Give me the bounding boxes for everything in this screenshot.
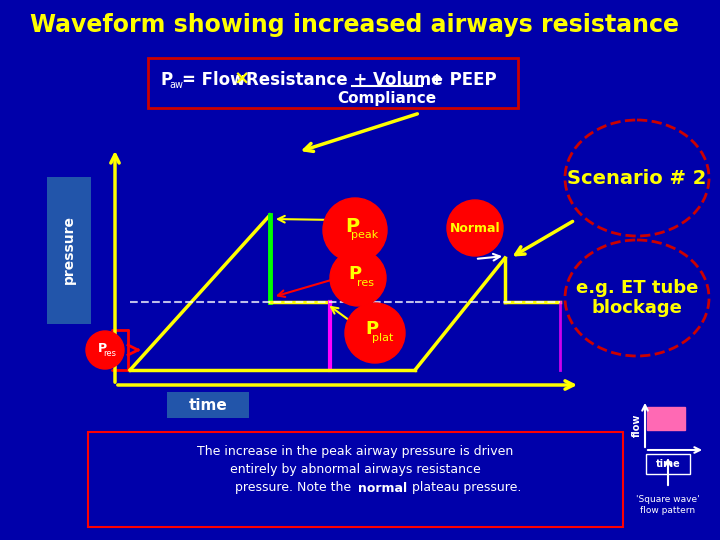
Text: P: P — [366, 320, 379, 338]
Circle shape — [345, 303, 405, 363]
Text: Normal: Normal — [450, 221, 500, 234]
Text: Waveform showing increased airways resistance: Waveform showing increased airways resis… — [30, 13, 680, 37]
Text: Scenario # 2: Scenario # 2 — [567, 168, 707, 187]
Text: Resistance + Volume: Resistance + Volume — [246, 71, 443, 89]
Text: P: P — [160, 71, 172, 89]
Text: time: time — [656, 459, 680, 469]
FancyBboxPatch shape — [47, 177, 91, 324]
Text: Compliance: Compliance — [338, 91, 436, 106]
Text: pressure. Note the: pressure. Note the — [235, 482, 355, 495]
Text: res: res — [358, 278, 374, 288]
Text: ×: × — [234, 70, 251, 89]
Circle shape — [86, 331, 124, 369]
Circle shape — [447, 200, 503, 256]
FancyBboxPatch shape — [148, 58, 518, 108]
Text: pressure: pressure — [62, 215, 76, 285]
Text: 'Square wave'
flow pattern: 'Square wave' flow pattern — [636, 495, 700, 515]
FancyBboxPatch shape — [167, 392, 249, 418]
Text: P: P — [345, 217, 359, 235]
Circle shape — [330, 250, 386, 306]
Text: normal: normal — [358, 482, 407, 495]
Text: plat: plat — [372, 333, 394, 343]
Text: entirely by abnormal airways resistance: entirely by abnormal airways resistance — [230, 462, 480, 476]
FancyBboxPatch shape — [88, 432, 623, 527]
Text: peak: peak — [351, 230, 379, 240]
Text: plateau pressure.: plateau pressure. — [408, 482, 521, 495]
Text: flow: flow — [632, 413, 642, 437]
Text: The increase in the peak airway pressure is driven: The increase in the peak airway pressure… — [197, 446, 513, 458]
Text: P: P — [97, 341, 107, 354]
FancyBboxPatch shape — [647, 407, 685, 430]
Text: e.g. ET tube
blockage: e.g. ET tube blockage — [576, 279, 698, 318]
Text: aw: aw — [169, 80, 183, 90]
Text: time: time — [189, 397, 228, 413]
Circle shape — [323, 198, 387, 262]
FancyBboxPatch shape — [646, 454, 690, 474]
Text: = Flow: = Flow — [182, 71, 246, 89]
Text: res: res — [104, 349, 117, 359]
Text: P: P — [348, 265, 361, 283]
Text: + PEEP: + PEEP — [430, 71, 497, 89]
